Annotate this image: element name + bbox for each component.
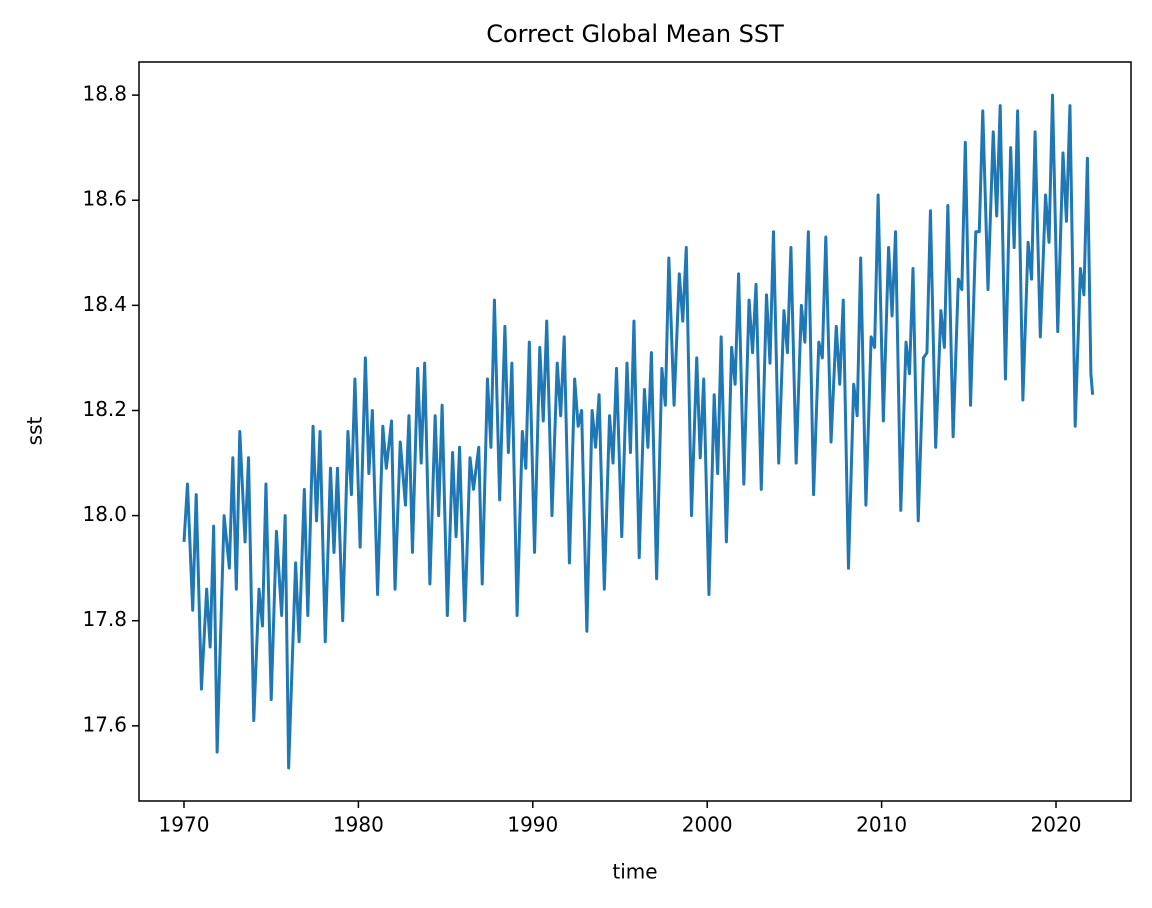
series-line xyxy=(182,93,1095,770)
x-tick-label: 1990 xyxy=(507,813,558,837)
y-tick-label: 18.8 xyxy=(82,82,127,106)
x-tick-label: 2000 xyxy=(682,813,733,837)
x-tick-label: 1980 xyxy=(333,813,384,837)
y-tick-label: 18.4 xyxy=(82,292,127,316)
y-tick-label: 18.0 xyxy=(82,502,127,526)
chart-title: Correct Global Mean SST xyxy=(486,20,784,48)
x-tick-label: 1970 xyxy=(159,813,210,837)
x-tick-label: 2020 xyxy=(1031,813,1082,837)
plot-frame xyxy=(138,61,1132,802)
y-tick-label: 18.6 xyxy=(82,187,127,211)
x-axis-label: time xyxy=(612,860,657,884)
y-tick-label: 18.2 xyxy=(82,397,127,421)
y-axis-label: sst xyxy=(23,417,47,446)
y-tick-label: 17.6 xyxy=(82,712,127,736)
x-tick-label: 2010 xyxy=(856,813,907,837)
y-tick-label: 17.8 xyxy=(82,607,127,631)
